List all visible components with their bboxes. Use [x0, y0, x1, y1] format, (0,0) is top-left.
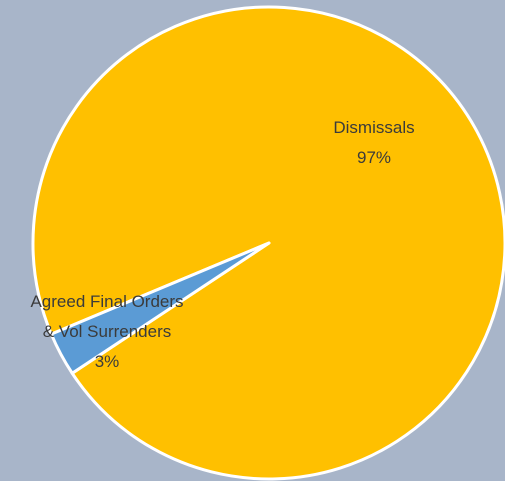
pie-slice-agreed-final-orders: [49, 241, 271, 375]
slice-label-dismissals-name: Dismissals: [333, 118, 414, 137]
slice-label-dismissals-value: 97%: [357, 148, 391, 167]
slice-label-agreed-final-orders-name-line2: & Vol Surrenders: [43, 322, 172, 341]
slice-label-agreed-final-orders-value: 3%: [95, 352, 120, 371]
slice-label-agreed-final-orders-name-line1: Agreed Final Orders: [30, 292, 183, 311]
